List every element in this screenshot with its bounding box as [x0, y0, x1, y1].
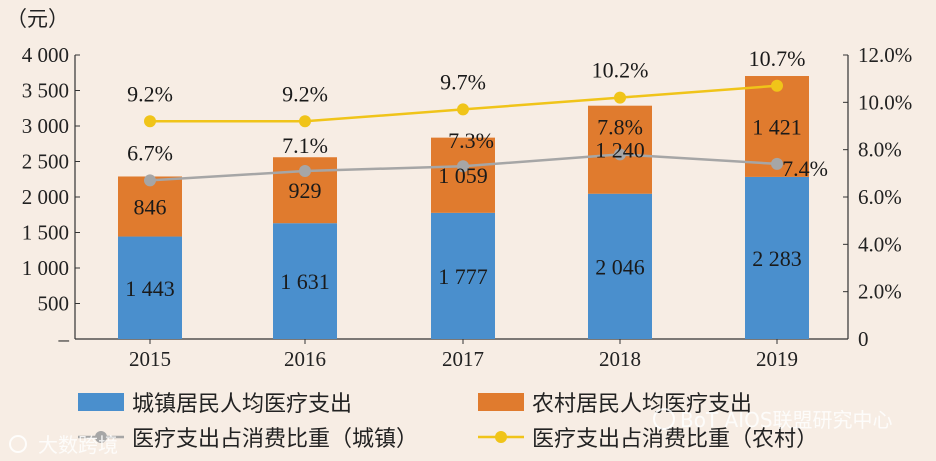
legend-item: 城镇居民人均医疗支出 [78, 392, 352, 417]
watermark-right: BoT AIOS联盟研究中心 [653, 408, 893, 432]
watermark-text: BoT AIOS联盟研究中心 [680, 408, 893, 432]
point-urban-ratio [457, 160, 469, 173]
legend-label: 医疗支出占消费比重（城镇） [132, 427, 418, 452]
y-left-tick-label: 500 [38, 292, 70, 316]
rural-ratio-label: 9.2% [282, 81, 328, 106]
wechat-icon [653, 408, 675, 430]
bar-urban [273, 223, 337, 339]
point-rural-ratio [457, 103, 469, 116]
bar-rural-label: 929 [289, 178, 322, 203]
point-urban-ratio [614, 148, 626, 161]
y-right-tick-label: 6.0% [858, 185, 902, 209]
urban-ratio-label: 7.4% [782, 156, 828, 181]
point-rural-ratio [771, 79, 783, 92]
y-left-tick-label: 1 500 [22, 221, 69, 245]
legend-item: 医疗支出占消费比重（城镇） [78, 427, 418, 452]
point-rural-ratio [299, 115, 311, 128]
bar-rural-label: 1 059 [438, 163, 488, 188]
x-tick-label: 2015 [129, 347, 171, 371]
watermark-logo-icon [9, 435, 27, 453]
bar-urban-label: 1 631 [280, 269, 330, 294]
bar-urban-label: 2 283 [752, 246, 802, 271]
y-right-tick-label: 4.0% [858, 232, 902, 256]
y-right-tick-label: 2.0% [858, 280, 902, 304]
y-left-tick-label: 2 000 [22, 185, 69, 209]
legend-item: 农村居民人均医疗支出 [478, 392, 752, 417]
watermark: 大数跨境 BoT AIOS联盟研究中心 [9, 408, 893, 457]
legend-label: 农村居民人均医疗支出 [532, 392, 752, 417]
bar-rural [118, 176, 182, 237]
point-urban-ratio [144, 174, 156, 187]
bar-urban [431, 212, 495, 339]
legend-swatch-marker [95, 431, 107, 443]
bar-urban [118, 236, 182, 339]
rural-ratio-label: 9.2% [127, 81, 173, 106]
rural-ratio-label: 10.7% [749, 46, 806, 71]
watermark-text: 大数跨境 [38, 433, 118, 457]
point-rural-ratio [144, 115, 156, 128]
bar-rural-label: 1 240 [595, 138, 645, 163]
x-tick-label: 2017 [442, 347, 484, 371]
bar-rural [431, 137, 495, 213]
bar-urban-label: 1 777 [438, 264, 488, 289]
y-right-tick-label: 10.0% [858, 90, 912, 114]
x-tick-label: 2018 [599, 347, 641, 371]
x-tick-label: 2016 [284, 347, 326, 371]
chart-bars [118, 76, 809, 339]
point-rural-ratio [614, 91, 626, 104]
urban-ratio-label: 7.8% [597, 114, 643, 139]
y-axis-left-unit: （元） [6, 7, 69, 31]
legend-label: 城镇居民人均医疗支出 [132, 392, 352, 417]
legend-item: 医疗支出占消费比重（农村） [478, 427, 818, 452]
chart-data-labels: 1 443 846 1 631 929 1 777 1 059 2 046 1 240 2 28… [125, 46, 828, 301]
legend-label: 医疗支出占消费比重（农村） [532, 427, 818, 452]
urban-ratio-label: 6.7% [127, 140, 173, 165]
point-urban-ratio [299, 164, 311, 177]
bar-urban [745, 176, 809, 339]
bar-rural-label: 1 421 [752, 114, 802, 139]
watermark-left: 大数跨境 [9, 433, 118, 457]
point-urban-ratio [771, 157, 783, 170]
y-left-tick-label: 1 000 [22, 256, 69, 280]
y-left-tick-label: 4 000 [22, 43, 69, 67]
bar-rural-label: 846 [134, 195, 167, 220]
urban-ratio-label: 7.1% [282, 133, 328, 158]
rural-ratio-label: 10.2% [592, 58, 649, 83]
y-left-tick-label: 3 500 [22, 79, 69, 103]
bar-urban [588, 193, 652, 339]
y-left-tick-label: – [58, 327, 70, 351]
bar-urban-label: 2 046 [595, 254, 645, 279]
y-right-tick-label: 0 [858, 327, 869, 351]
legend-swatch-marker [495, 431, 507, 443]
legend-swatch [478, 393, 524, 411]
y-right-tick-label: 12.0% [858, 43, 912, 67]
bar-urban-label: 1 443 [125, 276, 175, 301]
legend-swatch [78, 393, 124, 411]
chart-lines [144, 79, 783, 187]
y-left-tick-label: 3 000 [22, 114, 69, 138]
y-right-tick-label: 8.0% [858, 138, 902, 162]
chart-axes: （元） 500 1 000 1 500 2 000 2 500 3 000 3 500 4 00… [6, 7, 912, 371]
rural-ratio-label: 9.7% [440, 69, 486, 94]
x-tick-label: 2019 [756, 347, 798, 371]
y-left-tick-label: 2 500 [22, 150, 69, 174]
urban-ratio-label: 7.3% [448, 128, 494, 153]
